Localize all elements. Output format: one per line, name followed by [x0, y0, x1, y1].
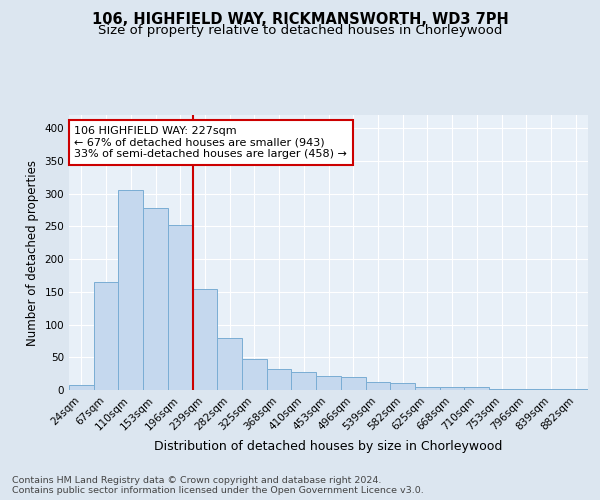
- X-axis label: Distribution of detached houses by size in Chorleywood: Distribution of detached houses by size …: [154, 440, 503, 453]
- Bar: [118, 190, 143, 390]
- Text: Size of property relative to detached houses in Chorleywood: Size of property relative to detached ho…: [98, 24, 502, 37]
- Bar: [94, 282, 118, 390]
- Bar: [390, 384, 415, 390]
- Y-axis label: Number of detached properties: Number of detached properties: [26, 160, 39, 346]
- Bar: [440, 386, 464, 390]
- Bar: [489, 388, 514, 390]
- Bar: [292, 372, 316, 390]
- Bar: [464, 388, 489, 390]
- Text: Contains HM Land Registry data © Crown copyright and database right 2024.
Contai: Contains HM Land Registry data © Crown c…: [12, 476, 424, 495]
- Bar: [365, 382, 390, 390]
- Bar: [193, 288, 217, 390]
- Bar: [415, 388, 440, 390]
- Bar: [514, 388, 539, 390]
- Bar: [69, 385, 94, 390]
- Bar: [341, 377, 365, 390]
- Text: 106, HIGHFIELD WAY, RICKMANSWORTH, WD3 7PH: 106, HIGHFIELD WAY, RICKMANSWORTH, WD3 7…: [92, 12, 508, 28]
- Bar: [217, 338, 242, 390]
- Bar: [539, 388, 563, 390]
- Bar: [242, 358, 267, 390]
- Bar: [316, 376, 341, 390]
- Text: 106 HIGHFIELD WAY: 227sqm
← 67% of detached houses are smaller (943)
33% of semi: 106 HIGHFIELD WAY: 227sqm ← 67% of detac…: [74, 126, 347, 159]
- Bar: [267, 369, 292, 390]
- Bar: [143, 208, 168, 390]
- Bar: [168, 225, 193, 390]
